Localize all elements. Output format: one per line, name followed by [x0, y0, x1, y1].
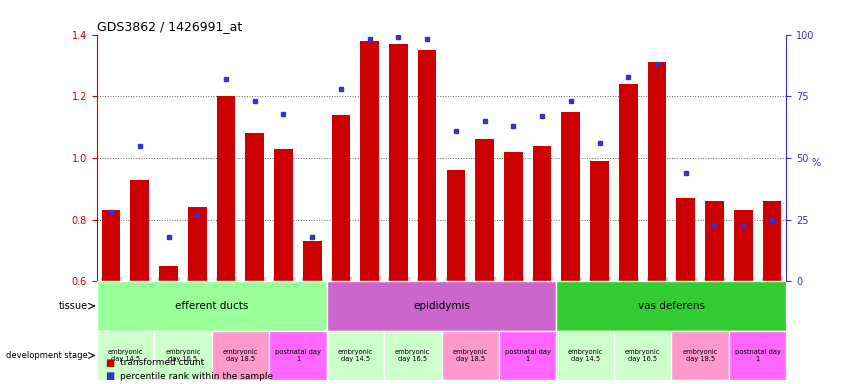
Bar	[102, 210, 120, 281]
Bar	[188, 207, 207, 281]
Bar	[504, 152, 523, 281]
Bar	[326, 281, 557, 331]
Text: embryonic
day 18.5: embryonic day 18.5	[682, 349, 718, 362]
Bar	[671, 331, 729, 380]
Bar	[734, 210, 753, 281]
Bar	[648, 62, 666, 281]
Bar	[619, 84, 637, 281]
Text: embryonic
day 18.5: embryonic day 18.5	[223, 349, 258, 362]
Text: embryonic
day 14.5: embryonic day 14.5	[568, 349, 603, 362]
Bar	[418, 50, 436, 281]
Text: embryonic
day 16.5: embryonic day 16.5	[165, 349, 201, 362]
Bar	[384, 331, 442, 380]
Text: tissue: tissue	[59, 301, 88, 311]
Bar	[246, 133, 264, 281]
Text: epididymis: epididymis	[413, 301, 470, 311]
Bar	[159, 266, 178, 281]
Text: efferent ducts: efferent ducts	[175, 301, 248, 311]
Bar	[389, 44, 408, 281]
Text: development stage: development stage	[7, 351, 88, 360]
Text: embryonic
day 14.5: embryonic day 14.5	[108, 349, 143, 362]
Bar	[475, 139, 494, 281]
Bar	[614, 331, 671, 380]
Text: postnatal day
1: postnatal day 1	[735, 349, 780, 362]
Bar	[217, 96, 235, 281]
Bar	[360, 41, 379, 281]
Bar	[442, 331, 499, 380]
Text: embryonic
day 14.5: embryonic day 14.5	[337, 349, 373, 362]
Text: postnatal day
1: postnatal day 1	[505, 349, 551, 362]
Bar	[763, 201, 781, 281]
Bar	[499, 331, 557, 380]
Text: embryonic
day 18.5: embryonic day 18.5	[452, 349, 488, 362]
Text: embryonic
day 16.5: embryonic day 16.5	[625, 349, 660, 362]
Bar	[331, 115, 351, 281]
Bar	[676, 198, 696, 281]
Bar	[303, 241, 321, 281]
Bar	[97, 281, 326, 331]
Bar	[447, 170, 465, 281]
Bar	[562, 112, 580, 281]
Bar	[729, 331, 786, 380]
Bar	[532, 146, 552, 281]
Bar	[705, 201, 724, 281]
Bar	[130, 180, 149, 281]
Text: percentile rank within the sample: percentile rank within the sample	[120, 372, 273, 381]
Bar	[212, 331, 269, 380]
Bar	[557, 281, 786, 331]
Text: GDS3862 / 1426991_at: GDS3862 / 1426991_at	[97, 20, 242, 33]
Bar	[557, 331, 614, 380]
Bar	[274, 149, 293, 281]
Text: transformed count: transformed count	[120, 358, 204, 367]
Text: vas deferens: vas deferens	[637, 301, 705, 311]
Text: ■: ■	[105, 358, 114, 368]
Bar	[269, 331, 326, 380]
Bar	[326, 331, 384, 380]
Text: postnatal day
1: postnatal day 1	[275, 349, 320, 362]
Y-axis label: %: %	[812, 158, 820, 168]
Text: embryonic
day 16.5: embryonic day 16.5	[395, 349, 431, 362]
Bar	[97, 331, 154, 380]
Text: ■: ■	[105, 371, 114, 381]
Bar	[154, 331, 212, 380]
Bar	[590, 161, 609, 281]
